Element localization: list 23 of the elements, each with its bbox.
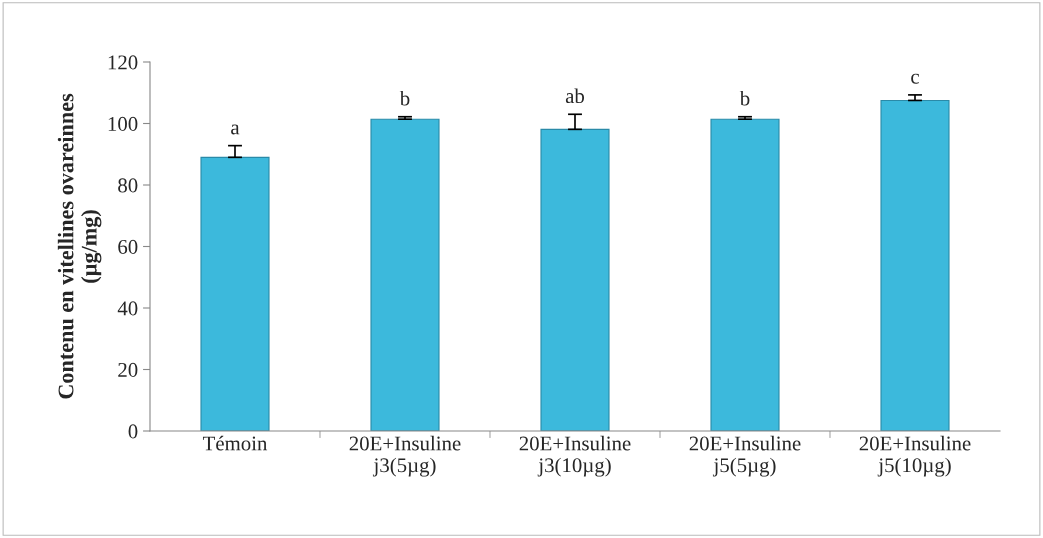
annotation: c (911, 73, 919, 84)
y-tick-label: 80 (118, 178, 138, 193)
bar (200, 156, 270, 431)
y-tick-label: 40 (117, 301, 138, 316)
annotation: a (231, 124, 240, 135)
bar (540, 128, 610, 431)
annotation: b (399, 90, 410, 106)
bar (710, 118, 780, 431)
x-tick-label: 20E+Insuline j3(10µg) (519, 435, 631, 477)
x-tick-label: 20E+Insuline j5(5µg) (689, 435, 801, 477)
y-tick-label: 0 (128, 424, 138, 439)
y-tick-label: 20 (118, 362, 138, 377)
y-tick-label: 100 (108, 116, 138, 131)
annotation: ab (565, 88, 585, 104)
y-tick-label: 60 (118, 239, 138, 254)
x-tick-label: 20E+Insuline j5(10µg) (859, 435, 971, 477)
x-tick-label: Témoin (202, 435, 268, 451)
bar (370, 118, 440, 431)
y-tick-label: 120 (108, 55, 138, 70)
y-axis-title: Contenu en vitellines ovareinnes (µg/mg) (57, 93, 102, 399)
annotation: b (739, 90, 750, 106)
x-tick-label: 20E+Insuline j3(5µg) (349, 435, 461, 477)
bar (880, 99, 950, 431)
